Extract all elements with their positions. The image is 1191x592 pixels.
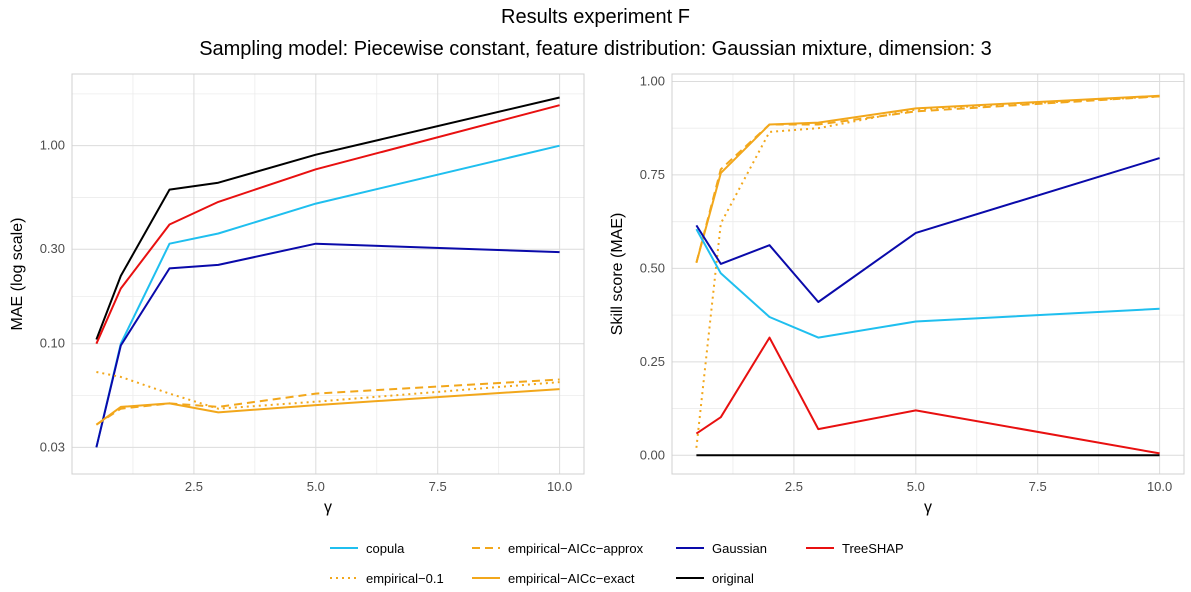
right-y-tick-label: 0.50 [640, 260, 665, 275]
legend-label-empirical-0.1: empirical−0.1 [366, 571, 444, 586]
right-series-line-Gaussian [695, 157, 1160, 303]
right-y-tick-label: 0.25 [640, 354, 665, 369]
left-panel-border [71, 73, 585, 475]
legend-label-original: original [712, 571, 754, 586]
right-y-tick-label: 0.75 [640, 167, 665, 182]
left-x-tick-label: 2.5 [185, 479, 203, 494]
left-y-tick-label: 0.10 [40, 336, 65, 351]
right-series-line-TreeSHAP [695, 336, 1160, 455]
left-y-tick-label: 1.00 [40, 138, 65, 153]
left-y-tick-label: 0.30 [40, 241, 65, 256]
left-y-tick-label: 0.03 [40, 439, 65, 454]
chart-subtitle: Sampling model: Piecewise constant, feat… [199, 38, 992, 60]
right-y-tick-label: 0.00 [640, 447, 665, 462]
left-series-line-empirical-AICc-exact [95, 388, 560, 426]
left-x-axis-label: γ [324, 499, 332, 516]
left-x-tick-label: 10.0 [547, 479, 572, 494]
legend-label-TreeSHAP: TreeSHAP [842, 541, 904, 556]
right-x-tick-label: 5.0 [907, 479, 925, 494]
right-x-tick-label: 7.5 [1029, 479, 1047, 494]
left-y-axis-label: MAE (log scale) [9, 218, 26, 331]
right-y-tick-label: 1.00 [640, 73, 665, 88]
right-series-line-empirical-AICc-exact [695, 94, 1160, 264]
legend-label-empirical-AICc-exact: empirical−AICc−exact [508, 571, 635, 586]
right-y-axis-label: Skill score (MAE) [609, 213, 626, 336]
right-x-tick-label: 2.5 [785, 479, 803, 494]
legend-label-Gaussian: Gaussian [712, 541, 767, 556]
chart-title: Results experiment F [501, 6, 690, 28]
right-panel-border [671, 73, 1185, 475]
left-series-line-TreeSHAP [95, 104, 560, 345]
right-series-line-empirical-0.1 [695, 95, 1160, 448]
legend-label-empirical-AICc-approx: empirical−AICc−approx [508, 541, 644, 556]
left-x-tick-label: 7.5 [429, 479, 447, 494]
left-series-line-original [95, 96, 560, 340]
left-x-tick-label: 5.0 [307, 479, 325, 494]
right-x-axis-label: γ [924, 499, 932, 516]
left-series-line-empirical-AICc-approx [95, 378, 560, 426]
right-series-line-copula [695, 228, 1160, 339]
left-series-line-Gaussian [95, 242, 560, 448]
left-series-line-empirical-0.1 [96, 371, 560, 410]
legend-label-copula: copula [366, 541, 405, 556]
right-x-tick-label: 10.0 [1147, 479, 1172, 494]
